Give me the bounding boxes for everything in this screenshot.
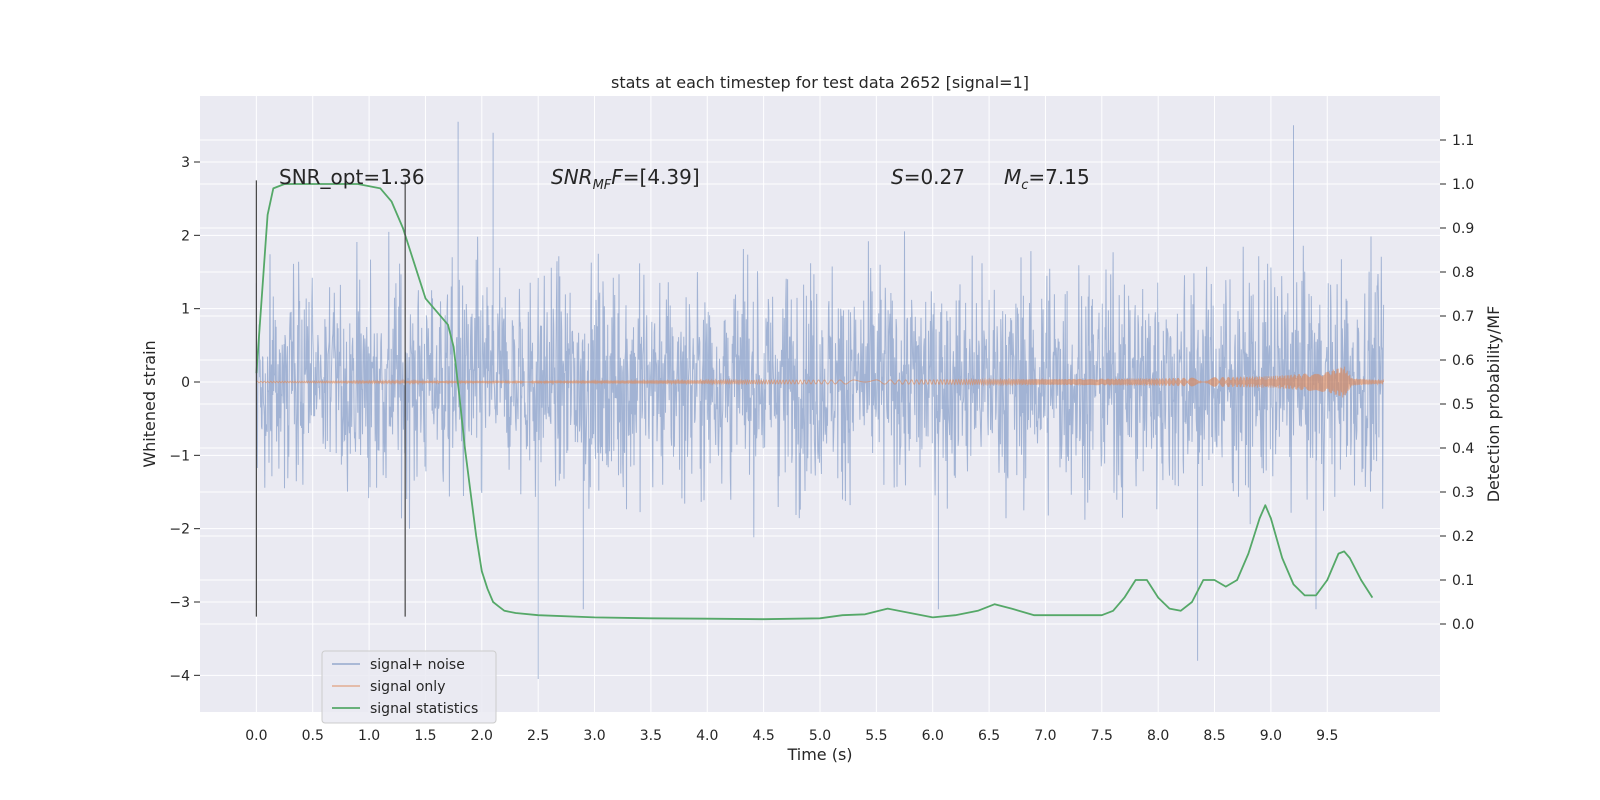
x-tick-label: 3.0 bbox=[583, 728, 605, 744]
y-tick-label-right: 0.6 bbox=[1452, 353, 1474, 369]
legend: signal+ noise signal only signal statist… bbox=[321, 650, 497, 724]
snr-mf-annotation: SNRMFF=[4.39] bbox=[551, 165, 700, 193]
snr-mf-main: SNR bbox=[551, 165, 593, 189]
snr-mf-sub: MF bbox=[593, 178, 612, 193]
legend-label-signal-only: signal only bbox=[370, 679, 445, 695]
x-tick-label: 8.5 bbox=[1203, 728, 1225, 744]
y-tick-label-right: 0.4 bbox=[1452, 441, 1474, 457]
s-value: =0.27 bbox=[904, 165, 965, 189]
mc-main: M bbox=[1004, 165, 1021, 189]
x-tick-label: 9.0 bbox=[1260, 728, 1282, 744]
s-main: S bbox=[891, 165, 904, 189]
x-tick-label: 4.0 bbox=[696, 728, 718, 744]
mc-value: =7.15 bbox=[1028, 165, 1089, 189]
y-tick-label-right: 1.0 bbox=[1452, 177, 1474, 193]
mc-sub: c bbox=[1021, 178, 1028, 193]
y-tick-label-right: 0.9 bbox=[1452, 221, 1474, 237]
series-signal-only bbox=[255, 366, 1385, 398]
y-tick-label-left: −1 bbox=[169, 448, 190, 464]
x-tick-label: 0.0 bbox=[245, 728, 267, 744]
x-tick-label: 9.5 bbox=[1316, 728, 1338, 744]
x-tick-label: 7.5 bbox=[1091, 728, 1113, 744]
x-tick-label: 0.5 bbox=[302, 728, 324, 744]
y-tick-label-right: 0.7 bbox=[1452, 309, 1474, 325]
y-tick-label-right: 1.1 bbox=[1452, 133, 1474, 149]
x-tick-label: 5.0 bbox=[809, 728, 831, 744]
legend-label-signal-noise: signal+ noise bbox=[370, 657, 465, 673]
y-tick-label-right: 0.8 bbox=[1452, 265, 1474, 281]
y-tick-label-left: −2 bbox=[169, 522, 190, 538]
y-axis-title-left: Whitened strain bbox=[140, 340, 159, 467]
y-tick-label-left: −3 bbox=[169, 595, 190, 611]
x-tick-label: 4.5 bbox=[753, 728, 775, 744]
legend-box bbox=[321, 650, 497, 724]
x-tick-label: 1.5 bbox=[414, 728, 436, 744]
y-tick-label-right: 0.2 bbox=[1452, 529, 1474, 545]
x-tick-label: 2.0 bbox=[471, 728, 493, 744]
s-annotation: S=0.27 bbox=[891, 165, 965, 189]
y-tick-label-right: 0.3 bbox=[1452, 485, 1474, 501]
y-tick-label-left: 2 bbox=[181, 228, 190, 244]
y-tick-label-left: 3 bbox=[181, 155, 190, 171]
snr-mf-value: =[4.39] bbox=[623, 165, 700, 189]
chart-title: stats at each timestep for test data 265… bbox=[611, 73, 1029, 92]
tick-labels: 0.0 0.5 1.0 1.5 2.0 2.5 3.0 3.5 4.0 4.5 5.0 5.5 6.0 6… bbox=[169, 133, 1474, 744]
y-axis-title-right: Detection probability/MF bbox=[1484, 306, 1503, 503]
x-tick-label: 2.5 bbox=[527, 728, 549, 744]
y-tick-label-left: −4 bbox=[169, 668, 190, 684]
y-tick-label-right: 0.5 bbox=[1452, 397, 1474, 413]
series-signal-noise bbox=[255, 121, 1385, 679]
x-tick-label: 8.0 bbox=[1147, 728, 1169, 744]
series-layer bbox=[255, 121, 1385, 679]
x-tick-label: 5.5 bbox=[865, 728, 887, 744]
y-tick-label-left: 1 bbox=[181, 302, 190, 318]
x-tick-label: 3.5 bbox=[640, 728, 662, 744]
series-signal-statistics bbox=[255, 183, 1374, 621]
mc-annotation: Mc=7.15 bbox=[1004, 165, 1090, 193]
vertical-markers bbox=[255, 180, 406, 617]
grid-lines bbox=[200, 96, 1440, 712]
x-tick-label: 6.5 bbox=[978, 728, 1000, 744]
snr-mf-f: F bbox=[611, 165, 623, 189]
y-tick-label-right: 0.1 bbox=[1452, 573, 1474, 589]
x-tick-label: 7.0 bbox=[1034, 728, 1056, 744]
y-tick-label-left: 0 bbox=[181, 375, 190, 391]
snr-opt-annotation: SNR_opt=1.36 bbox=[279, 165, 425, 189]
legend-label-signal-statistics: signal statistics bbox=[370, 701, 478, 717]
x-tick-label: 1.0 bbox=[358, 728, 380, 744]
x-tick-label: 6.0 bbox=[922, 728, 944, 744]
y-tick-label-right: 0.0 bbox=[1452, 617, 1474, 633]
x-axis-title: Time (s) bbox=[786, 745, 852, 764]
